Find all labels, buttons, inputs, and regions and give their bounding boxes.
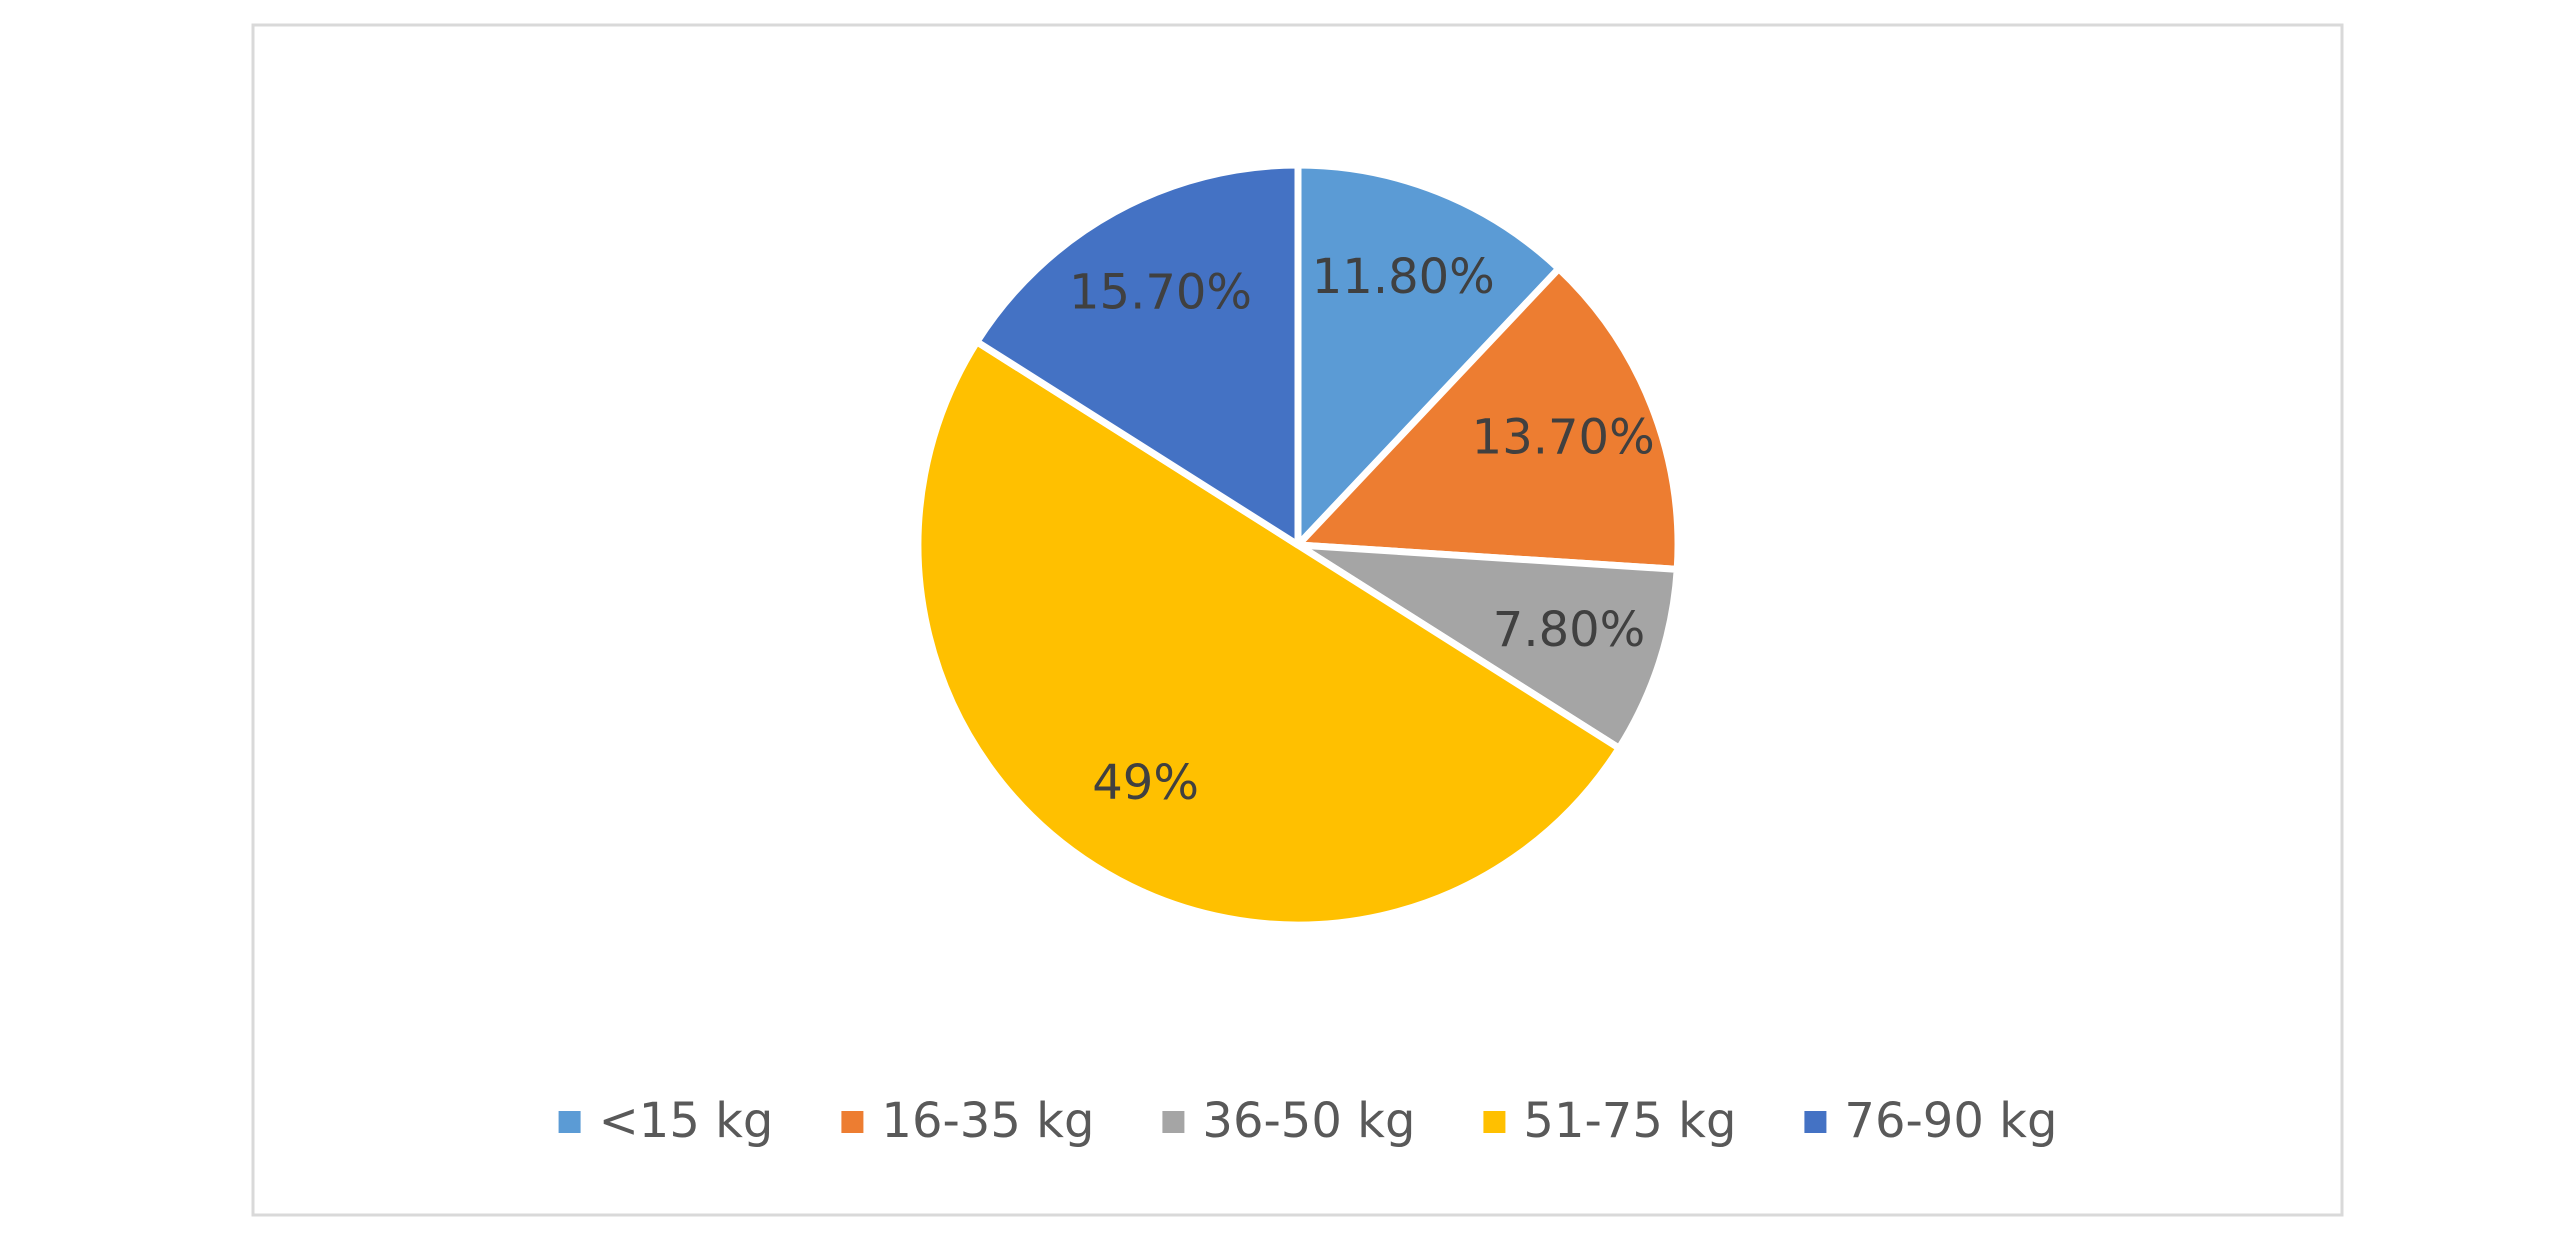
legend-label: 16-35 kg [881,1093,1094,1149]
pie-slice [914,338,1623,929]
data-label: 49% [1092,755,1199,811]
pie-slice [1294,161,1563,549]
legend-marker [1804,1111,1827,1133]
legend-marker [1483,1111,1506,1133]
legend-label: 76-90 kg [1844,1093,2057,1149]
legend-label: 51-75 kg [1523,1093,1736,1149]
pie-slice [1294,265,1682,573]
data-label: 13.70% [1472,410,1655,466]
legend-label: 36-50 kg [1202,1093,1415,1149]
legend-marker [841,1111,864,1133]
pie-slice [973,161,1302,549]
legend-marker [558,1111,581,1133]
legend-marker [1162,1111,1185,1133]
data-label: 7.80% [1493,602,1645,658]
pie-slice [1294,541,1681,752]
data-label: 11.80% [1312,249,1495,305]
legend-label: <15 kg [599,1093,774,1149]
data-label: 15.70% [1069,264,1252,320]
